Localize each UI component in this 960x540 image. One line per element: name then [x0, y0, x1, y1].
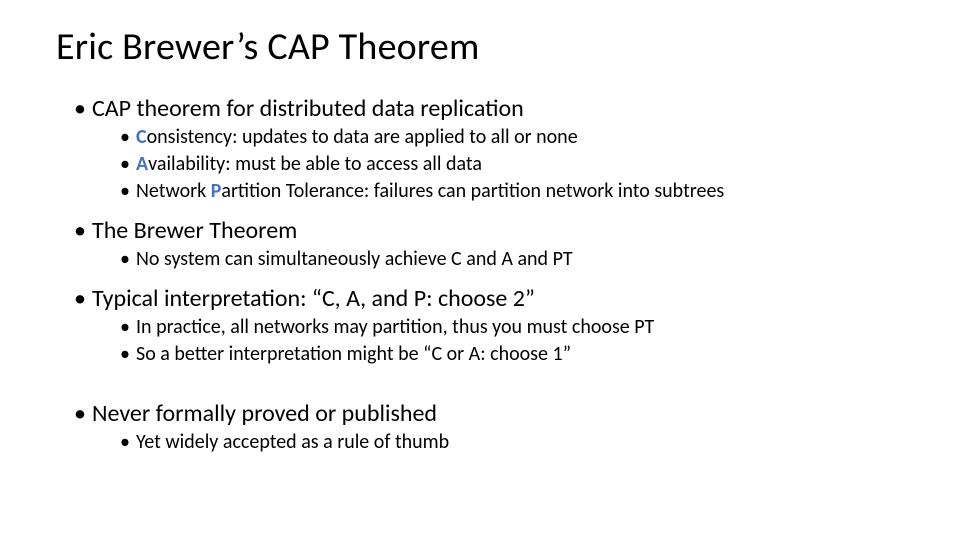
bullet-lvl2: Availability: must be able to access all…	[120, 152, 904, 177]
bullet-lvl2: Consistency: updates to data are applied…	[120, 125, 904, 150]
bullet-lvl2: Network Partition Tolerance: failures ca…	[120, 179, 904, 204]
bullet-lvl1: Never formally proved or published Yet w…	[74, 399, 904, 455]
bullet-lvl1: Typical interpretation: “C, A, and P: ch…	[74, 284, 904, 367]
bullet-text: No system can simultaneously achieve C a…	[136, 247, 573, 271]
highlight-letter: A	[136, 152, 148, 176]
highlight-letter: C	[136, 125, 147, 149]
bullet-list: CAP theorem for distributed data replica…	[56, 94, 904, 455]
bullet-text-pre: Network	[136, 179, 211, 203]
bullet-text: artition Tolerance: failures can partiti…	[221, 179, 724, 203]
bullet-lvl2: No system can simultaneously achieve C a…	[120, 247, 904, 272]
bullet-lvl2: In practice, all networks may partition,…	[120, 315, 904, 340]
sub-bullet-list: In practice, all networks may partition,…	[92, 315, 904, 367]
sub-bullet-list: Yet widely accepted as a rule of thumb	[92, 430, 904, 455]
bullet-text: CAP theorem for distributed data replica…	[92, 94, 524, 123]
slide-title: Eric Brewer’s CAP Theorem	[56, 24, 904, 70]
sub-bullet-list: Consistency: updates to data are applied…	[92, 125, 904, 204]
sub-bullet-list: No system can simultaneously achieve C a…	[92, 247, 904, 272]
bullet-lvl1: The Brewer Theorem No system can simulta…	[74, 216, 904, 272]
bullet-text: In practice, all networks may partition,…	[136, 315, 654, 339]
bullet-text: Yet widely accepted as a rule of thumb	[136, 430, 449, 454]
bullet-lvl1: CAP theorem for distributed data replica…	[74, 94, 904, 204]
bullet-text: The Brewer Theorem	[92, 216, 297, 245]
bullet-text: So a better interpretation might be “C o…	[136, 342, 571, 366]
slide: Eric Brewer’s CAP Theorem CAP theorem fo…	[0, 0, 960, 540]
bullet-text: vailability: must be able to access all …	[148, 152, 482, 176]
bullet-text: Never formally proved or published	[92, 399, 437, 428]
bullet-text: Typical interpretation: “C, A, and P: ch…	[92, 284, 535, 313]
bullet-lvl2: Yet widely accepted as a rule of thumb	[120, 430, 904, 455]
highlight-letter: P	[211, 179, 222, 203]
bullet-lvl2: So a better interpretation might be “C o…	[120, 342, 904, 367]
bullet-text: onsistency: updates to data are applied …	[147, 125, 578, 149]
spacer	[74, 379, 904, 393]
